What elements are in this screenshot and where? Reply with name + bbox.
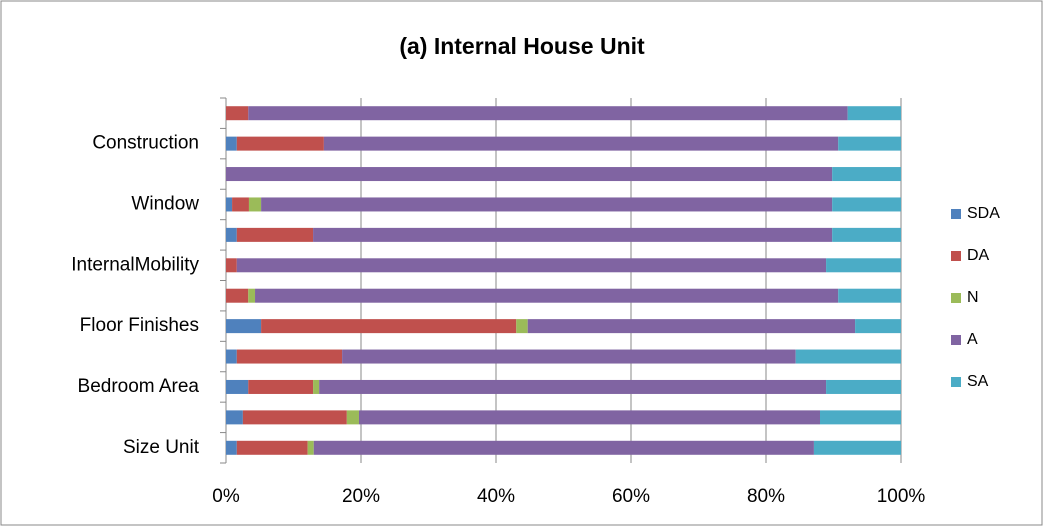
bar-segment bbox=[226, 319, 262, 334]
bar-segment bbox=[226, 227, 237, 242]
bar-segment bbox=[826, 258, 901, 273]
legend-label: DA bbox=[967, 247, 990, 264]
legend-swatch bbox=[951, 251, 961, 261]
bar-segment bbox=[236, 136, 324, 151]
bar-segment bbox=[226, 440, 237, 455]
bar-segment bbox=[313, 379, 320, 394]
y-tick-label: Size Unit bbox=[123, 437, 200, 458]
x-tick-label: 20% bbox=[342, 486, 380, 507]
bar-segment bbox=[248, 197, 262, 212]
bar-segment bbox=[226, 106, 249, 121]
bar-segment bbox=[226, 288, 249, 303]
bar-segment bbox=[261, 319, 517, 334]
x-tick-label: 60% bbox=[612, 486, 650, 507]
bar-segment bbox=[826, 379, 901, 394]
bar-segment bbox=[236, 227, 314, 242]
bar-segment bbox=[226, 258, 237, 273]
x-tick-label: 80% bbox=[747, 486, 785, 507]
bar-segment bbox=[248, 106, 848, 121]
bar-segment bbox=[847, 106, 901, 121]
bar-segment bbox=[342, 349, 796, 364]
y-tick-label: Floor Finishes bbox=[80, 315, 199, 336]
legend-swatch bbox=[951, 335, 961, 345]
bar-segment bbox=[838, 288, 901, 303]
bar-segment bbox=[516, 319, 528, 334]
y-tick-label: Bedroom Area bbox=[78, 376, 200, 397]
bar-segment bbox=[346, 410, 359, 425]
x-tick-label: 0% bbox=[212, 486, 240, 507]
bar-segment bbox=[813, 440, 901, 455]
bar-segment bbox=[236, 258, 827, 273]
bar-segment bbox=[313, 227, 833, 242]
legend-swatch bbox=[951, 377, 961, 387]
bar-segment bbox=[855, 319, 901, 334]
legend-swatch bbox=[951, 293, 961, 303]
bar-segment bbox=[832, 227, 901, 242]
y-tick-label: Construction bbox=[92, 133, 199, 154]
bar-segment bbox=[226, 379, 249, 394]
legend-label: A bbox=[967, 331, 978, 348]
bar-segment bbox=[226, 136, 237, 151]
bar-segment bbox=[255, 288, 839, 303]
legend-label: SDA bbox=[967, 205, 1000, 222]
bar-segment bbox=[236, 349, 343, 364]
bar-segment bbox=[226, 197, 233, 212]
bar-segment bbox=[358, 410, 820, 425]
bar-segment bbox=[261, 197, 833, 212]
bar-segment bbox=[236, 440, 308, 455]
y-tick-label: InternalMobility bbox=[71, 254, 199, 275]
bar-segment bbox=[527, 319, 856, 334]
legend-label: SA bbox=[967, 373, 989, 390]
bar-segment bbox=[832, 167, 901, 182]
bar-segment bbox=[307, 440, 314, 455]
bar-segment bbox=[795, 349, 901, 364]
bar-segment bbox=[248, 288, 256, 303]
chart-title: (a) Internal House Unit bbox=[399, 33, 645, 59]
bar-segment bbox=[323, 136, 839, 151]
bar-segment bbox=[232, 197, 249, 212]
bar-segment bbox=[248, 379, 314, 394]
legend-swatch bbox=[951, 209, 961, 219]
bar-segment bbox=[319, 379, 827, 394]
bar-segment bbox=[832, 197, 901, 212]
bar-segment bbox=[226, 349, 237, 364]
x-tick-label: 100% bbox=[877, 486, 926, 507]
y-tick-label: Window bbox=[131, 193, 199, 214]
bar-segment bbox=[226, 167, 833, 182]
bar-segment bbox=[313, 440, 814, 455]
bar-segment bbox=[838, 136, 901, 151]
bar-segment bbox=[242, 410, 347, 425]
bar-segment bbox=[226, 410, 243, 425]
bar-segment bbox=[820, 410, 901, 425]
legend-label: N bbox=[967, 289, 979, 306]
x-tick-label: 40% bbox=[477, 486, 515, 507]
